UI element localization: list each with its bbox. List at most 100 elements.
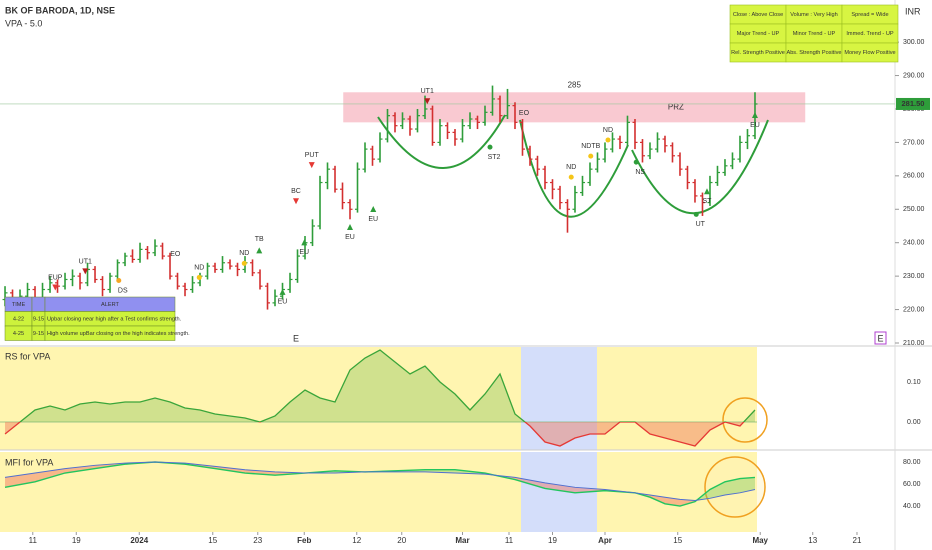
highlight-circle [704,456,766,518]
alert-text: 9-15 [33,316,44,322]
alert-cell [31,296,46,312]
signal-marker [424,98,431,105]
signal-marker [605,137,611,143]
signal-marker [279,288,286,295]
alert-text: High volume upBar closing on the high in… [47,331,190,337]
rs-title: RS for VPA [5,351,50,361]
signal-marker [293,198,300,205]
alert-text: ALERT [101,302,120,308]
event-icon[interactable]: E [877,333,883,343]
status-cell [841,42,899,63]
signal-marker [751,112,758,119]
signal-label: EU [299,249,309,256]
mfi-fill [544,482,575,493]
y-tick-label: 290.00 [903,72,925,79]
chart-subtitle: VPA - 5.0 [5,18,42,28]
status-text: Rel. Strength Positive [731,50,785,56]
signal-label: EU [750,122,760,129]
rs-shade [521,347,597,450]
mfi-tick-label: 80.00 [903,459,921,466]
status-text: Spread = Wide [851,12,888,18]
alert-text: 4-25 [13,331,24,337]
y-tick-label: 240.00 [903,240,925,247]
last-price-box [896,97,930,110]
mfi-fill [739,477,755,493]
mfi-fill [35,468,66,482]
status-text: Major Trend - UP [737,31,780,37]
signal-label: TB [255,236,264,243]
event-icon-box[interactable] [874,331,887,345]
alert-text: Upbar closing near high after a Test con… [47,316,182,322]
zone [343,92,806,123]
alert-text: 4-22 [13,316,24,322]
x-tick-label: 2024 [130,536,148,545]
y-tick-label: 220.00 [903,306,925,313]
mfi-fill [709,481,725,499]
y-tick-label: 260.00 [903,173,925,180]
signal-marker [82,268,89,275]
signal-label: ND [566,164,576,171]
signal-label: UT1 [421,88,434,95]
signal-marker [703,188,710,195]
signal-marker [347,224,354,231]
rs-tick-label: 0.10 [907,379,921,386]
x-tick-label: Mar [455,536,469,545]
alert-cell [44,325,176,341]
signal-label: EO [519,110,530,117]
mfi-fill [245,469,276,476]
zone-label: PRZ [668,102,684,111]
signal-label: ST2 [488,154,501,161]
signal-marker [487,144,493,150]
x-tick-label: 15 [673,536,682,545]
y-tick-label: 270.00 [903,139,925,146]
x-tick-label: 20 [397,536,406,545]
mfi-fill [574,487,605,493]
signal-label: EUP [48,274,63,281]
x-tick-label: Apr [598,536,612,545]
x-tick-label: Feb [297,536,311,545]
signal-label: EU [278,299,288,306]
signal-marker [241,260,247,266]
status-text: Minor Trend - UP [793,31,836,37]
alert-text: 9-15 [33,331,44,337]
status-text: Close : Above Close [733,12,783,18]
mfi-fill [65,465,96,474]
signal-marker [301,239,308,246]
mfi-line [4,461,756,502]
signal-label: ND [239,250,249,257]
status-text: Abs. Strength Positive [786,50,841,56]
x-tick-label: 11 [29,536,38,545]
signal-marker [308,162,315,169]
x-tick-label: 19 [72,536,81,545]
alert-text: TIME [12,302,26,308]
signal-label: NS [635,169,645,176]
rs-shade [0,347,521,450]
chart-title: BK OF BARODA, 1D, NSE [5,5,115,15]
signal-label: EU [368,216,378,223]
x-tick-label: 15 [208,536,217,545]
y-tick-label: 250.00 [903,206,925,213]
mfi-tick-label: 60.00 [903,481,921,488]
status-text: Money Flow Positive [844,50,895,56]
rs-area-positive [5,350,755,422]
mfi-shade [0,452,521,532]
mfi-title: MFI for VPA [5,457,53,467]
last-price-label: 281.50 [902,99,925,108]
signal-label: EO [170,251,181,258]
x-tick-label: 19 [548,536,557,545]
y-tick-label: 210.00 [903,340,925,347]
signal-label: ST [703,198,713,205]
signal-label: EU [345,234,355,241]
cup-pattern [631,119,769,215]
signal-marker [116,278,122,284]
signal-label: ND [194,264,204,271]
rs-line [18,349,756,422]
currency: INR [905,6,921,16]
signal-label: PUT [305,152,320,159]
signal-marker [693,211,699,217]
signal-marker [196,274,202,280]
y-tick-label: 300.00 [903,39,925,46]
event-icon[interactable]: E [293,333,299,343]
signal-label: UT1 [79,258,92,265]
